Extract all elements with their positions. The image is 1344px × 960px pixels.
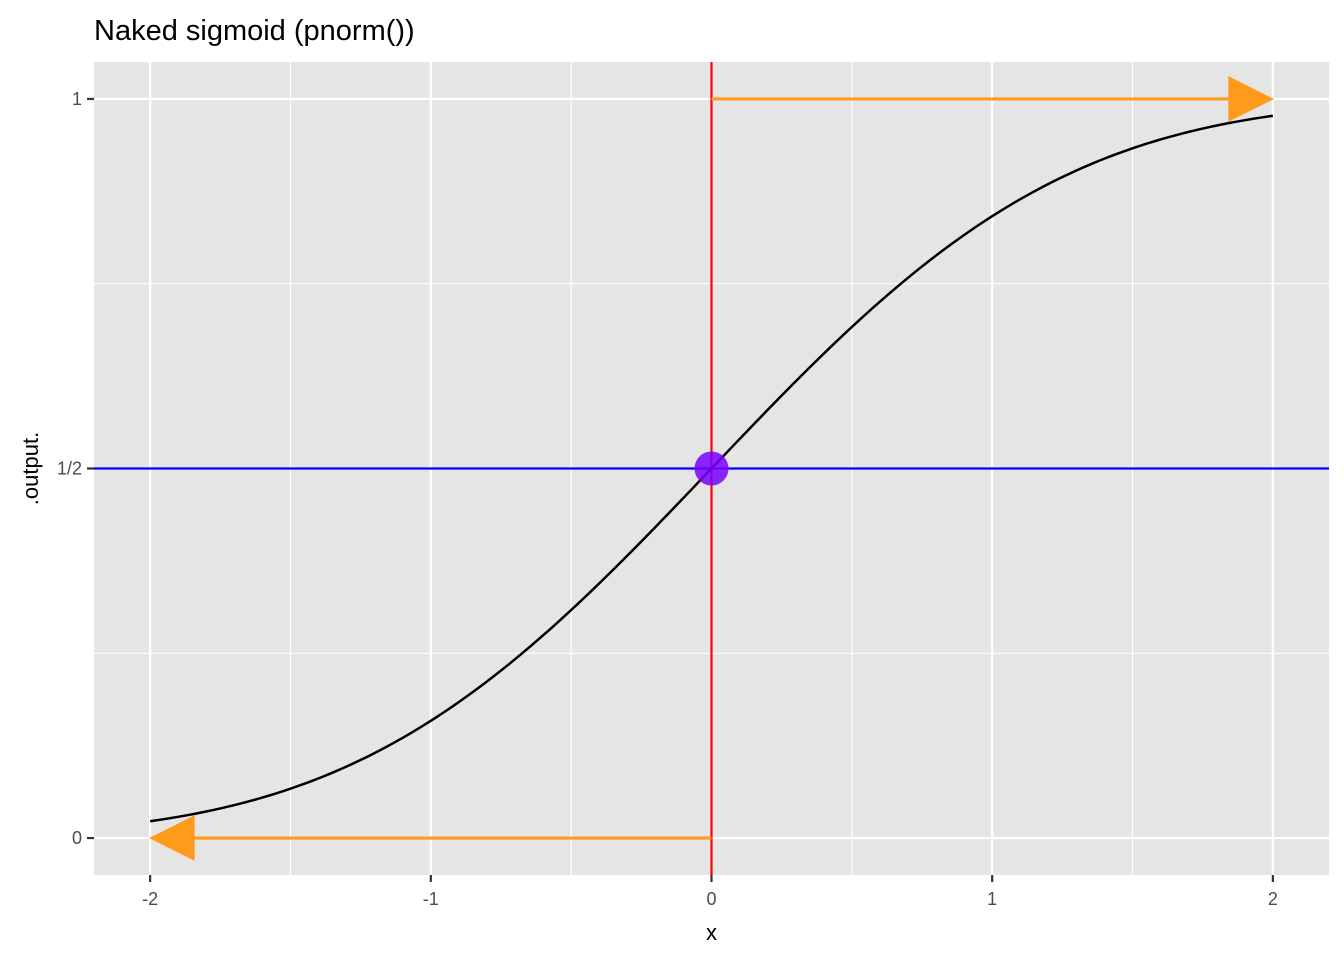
- x-tick-label: -2: [142, 889, 158, 909]
- points-layer: [694, 451, 729, 486]
- arrow-head: [149, 815, 195, 861]
- x-tick-label: -1: [423, 889, 439, 909]
- arrows-layer: [149, 76, 1274, 861]
- axis-ticks: [87, 97, 1274, 882]
- arrow-head: [1228, 76, 1274, 122]
- tick-labels: -2 -1 0 1 2 0 1/2 1: [57, 89, 1278, 909]
- midpoint-marker: [694, 451, 729, 486]
- y-tick-label: 0: [72, 828, 82, 848]
- x-tick-label: 0: [706, 889, 716, 909]
- x-tick-label: 1: [987, 889, 997, 909]
- x-tick-label: 2: [1268, 889, 1278, 909]
- x-axis-title: x: [706, 920, 717, 945]
- y-tick-label: 1/2: [57, 459, 82, 479]
- y-axis-title: .output.: [18, 432, 43, 505]
- y-tick-label: 1: [72, 89, 82, 109]
- chart-title: Naked sigmoid (pnorm()): [94, 15, 415, 47]
